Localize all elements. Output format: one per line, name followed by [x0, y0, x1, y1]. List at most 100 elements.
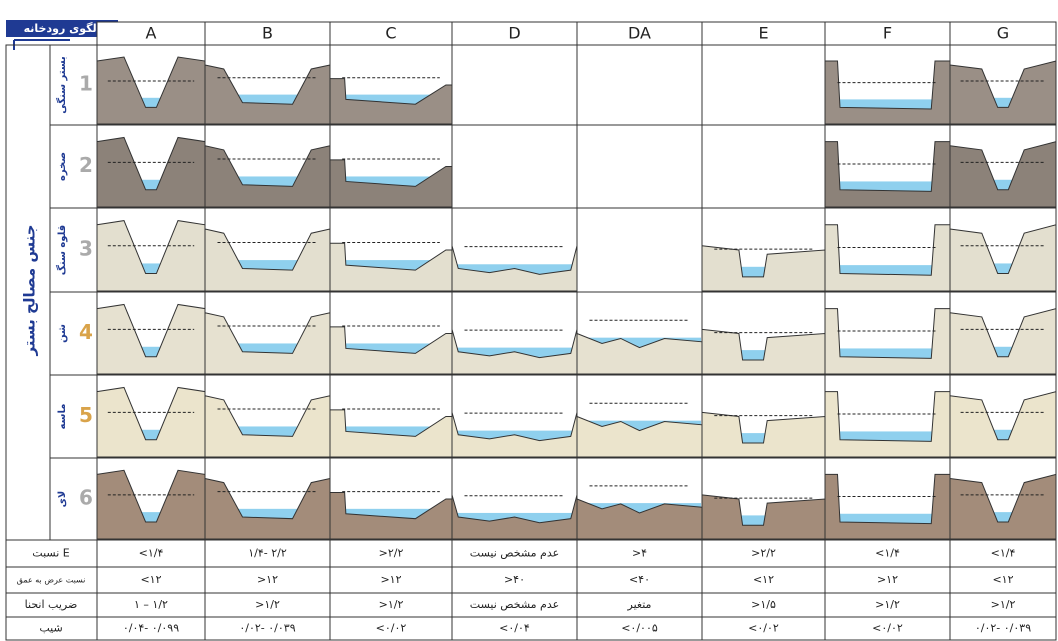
channel-ground — [96, 303, 206, 375]
channel-ground — [204, 312, 331, 375]
channel-ground — [701, 494, 826, 540]
column-label: D — [508, 24, 520, 43]
channel-ground — [949, 307, 1057, 375]
channel-ground — [96, 56, 206, 125]
title-box — [6, 20, 118, 37]
table-value: ۰/۰۲- ۰/۰۳۹ — [975, 622, 1031, 635]
table-value: >۱/۲ — [991, 598, 1016, 611]
channel-ground — [701, 245, 826, 292]
table-value: <۰/۰۲ — [872, 622, 903, 635]
table-value: <۱/۴ — [875, 547, 900, 560]
side-label: جنس مصالح بستر — [21, 224, 39, 356]
channel-ground — [451, 412, 578, 458]
channel-ground — [824, 308, 951, 375]
table-cell — [949, 539, 1057, 568]
table-label-cell — [5, 566, 98, 594]
column-label: F — [883, 24, 892, 43]
row-label: صخره — [57, 152, 68, 181]
channel-ground — [329, 326, 453, 375]
table-cell — [204, 592, 331, 618]
table-value: >۲/۲ — [751, 547, 776, 560]
cell — [451, 124, 578, 209]
row-label: شن — [57, 324, 68, 343]
table-value: عدم مشخص نیست — [470, 547, 559, 560]
channel-ground — [204, 145, 331, 208]
table-value: >۱/۲ — [255, 598, 280, 611]
table-value: >۱/۲ — [379, 598, 404, 611]
channel-ground — [949, 140, 1057, 208]
row-label: بستر سنگی — [55, 56, 68, 114]
table-cell — [329, 566, 453, 594]
table-value: ۱/۴- ۲/۲ — [248, 547, 287, 560]
table-cell — [949, 566, 1057, 594]
channel-ground — [451, 329, 578, 375]
channel-ground — [451, 494, 578, 540]
table-cell — [701, 566, 826, 594]
column-label: C — [385, 24, 396, 43]
table-value: <۰/۰۰۵ — [621, 622, 658, 635]
column-label: E — [758, 24, 768, 43]
channel-ground — [204, 477, 331, 540]
table-value: >۴۰ — [504, 573, 525, 586]
table-value: <۱/۴ — [991, 547, 1016, 560]
channel-ground — [824, 141, 951, 208]
table-cell — [576, 592, 703, 618]
channel-ground — [576, 498, 703, 540]
cell — [701, 44, 826, 126]
row-label-cell — [49, 44, 98, 126]
column-label: A — [146, 24, 157, 43]
table-value: عدم مشخص نیست — [470, 598, 559, 611]
table-value: ۰/۰۴- ۰/۰۹۹ — [123, 622, 179, 635]
row-number: 3 — [79, 237, 93, 261]
row-label: قلوه سنگ — [56, 225, 68, 275]
channel-ground — [824, 473, 951, 540]
channel-ground — [824, 60, 951, 125]
table-row-label: نسبت E — [32, 547, 69, 560]
channel-ground — [949, 473, 1057, 540]
table-value: ۱ – ۱/۲ — [134, 598, 168, 611]
channel-ground — [824, 391, 951, 458]
table-cell — [576, 566, 703, 594]
channel-ground — [96, 386, 206, 458]
channel-ground — [329, 159, 453, 208]
row-number: 5 — [79, 403, 93, 427]
table-label-cell — [5, 539, 98, 568]
cell — [576, 207, 703, 293]
channel-ground — [96, 469, 206, 540]
channel-ground — [824, 224, 951, 292]
table-row-label: ضریب انحنا — [25, 598, 78, 611]
row-label: ماسه — [57, 404, 68, 430]
table-value: >۱۲ — [257, 573, 278, 586]
table-cell — [96, 566, 206, 594]
channel-ground — [329, 491, 453, 540]
table-value: >۱/۲ — [875, 598, 900, 611]
table-cell — [949, 592, 1057, 618]
channel-ground — [96, 136, 206, 208]
table-value: >۴ — [632, 547, 647, 560]
table-cell — [701, 539, 826, 568]
table-row-label: نسبت عرض به عمق — [17, 576, 86, 585]
row-number: 6 — [79, 486, 93, 510]
channel-ground — [949, 390, 1057, 458]
table-value: <۰/۰۲ — [748, 622, 779, 635]
column-label: B — [262, 24, 273, 43]
table-value: <۱۲ — [753, 573, 774, 586]
table-value: >۱۲ — [380, 573, 401, 586]
channel-ground — [949, 224, 1057, 292]
table-value: متغیر — [627, 598, 652, 611]
table-value: >۲/۲ — [379, 547, 404, 560]
channel-ground — [96, 220, 206, 292]
table-value: <۰/۰۴ — [499, 622, 530, 635]
table-value: ۰/۰۲- ۰/۰۳۹ — [239, 622, 295, 635]
header-title: الگوی رودخانه — [24, 22, 101, 35]
channel-ground — [204, 395, 331, 458]
channel-ground — [701, 328, 826, 375]
table-value: <۱۲ — [992, 573, 1013, 586]
channel-ground — [576, 332, 703, 375]
row-number: 4 — [79, 320, 93, 344]
channel-ground — [701, 411, 826, 458]
table-value: <۱/۴ — [139, 547, 164, 560]
channel-ground — [949, 60, 1057, 125]
table-row-label: شیب — [39, 622, 62, 635]
channel-ground — [576, 415, 703, 458]
